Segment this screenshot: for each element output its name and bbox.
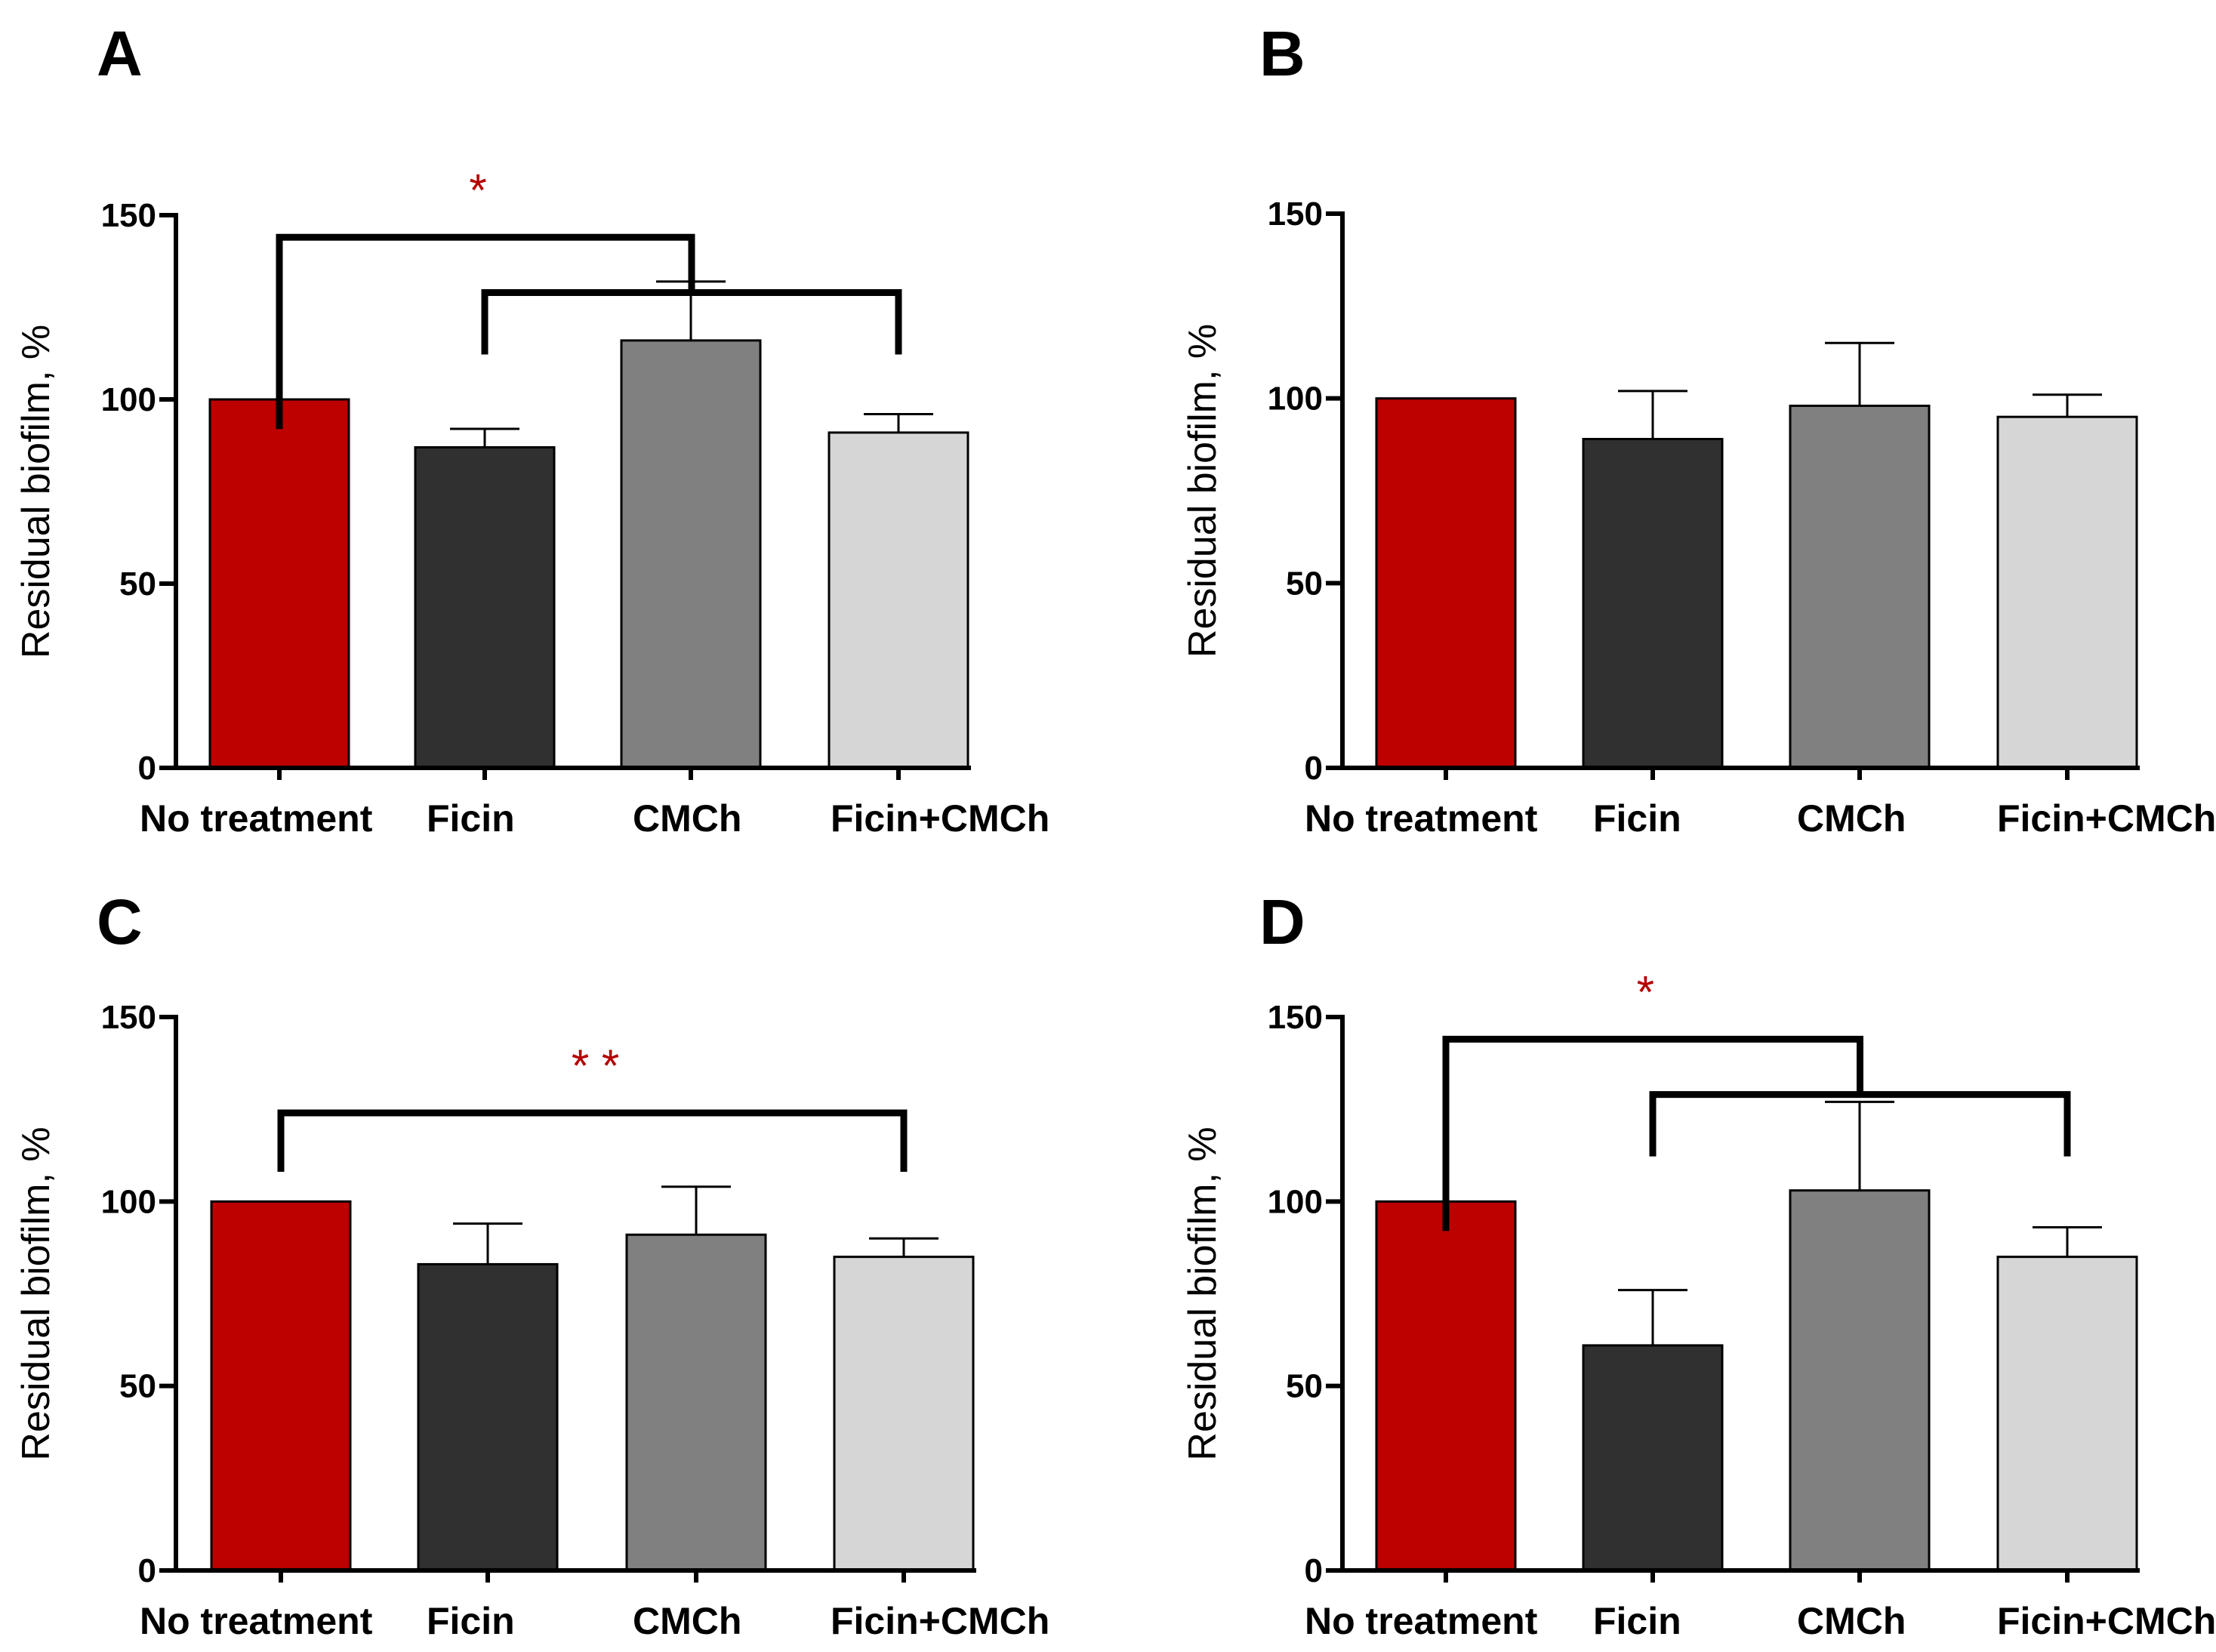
bar-ficin: [417, 1262, 559, 1572]
y-tick-label: 100: [1268, 1183, 1323, 1220]
bar-ficin-cmch: [833, 1256, 975, 1572]
significance-bracket-outer: [276, 233, 695, 430]
panel-letter: A: [97, 18, 143, 89]
y-tick-label: 50: [1286, 565, 1323, 602]
bar-ficin: [414, 445, 556, 769]
category-label-no-treatment: No treatment: [1305, 797, 1538, 840]
y-tick-label: 100: [101, 381, 156, 418]
category-label-no-treatment: No treatment: [140, 1600, 373, 1642]
y-tick-label: 100: [101, 1183, 156, 1220]
panel-letter: C: [97, 886, 143, 957]
category-label-no-treatment: No treatment: [1305, 1600, 1538, 1642]
bar-ficin-cmch: [1996, 1256, 2138, 1572]
category-label-cmch: CMCh: [1797, 797, 1906, 840]
bar-cmch: [1789, 404, 1931, 769]
significance-bracket-outer: [1442, 1035, 1863, 1231]
bar-no-treatment: [210, 1200, 352, 1572]
category-label-cmch: CMCh: [1797, 1600, 1906, 1642]
y-axis-title: Residual biofilm, %: [1181, 1127, 1225, 1460]
category-label-ficin: Ficin: [1593, 797, 1681, 840]
bar-cmch: [1789, 1189, 1931, 1572]
y-tick-label: 100: [1268, 381, 1323, 418]
bar-ficin: [1582, 1344, 1724, 1572]
y-tick-label: 0: [1305, 750, 1323, 787]
bar-ficin-cmch: [828, 431, 969, 769]
category-label-cmch: CMCh: [633, 797, 741, 840]
category-label-ficin: Ficin: [427, 1600, 515, 1642]
y-tick-label: 150: [101, 999, 156, 1036]
y-tick-label: 0: [138, 1552, 156, 1589]
y-axis-title: Residual biofilm, %: [14, 325, 58, 658]
category-label-ficin-cmch: Ficin+CMCh: [831, 797, 1049, 840]
bar-ficin: [1582, 437, 1724, 769]
category-label-no-treatment: No treatment: [140, 797, 373, 840]
panel-b: B Residual biofilm, % 0 50 100 150 No treatmen…: [1181, 18, 2216, 840]
bar-cmch: [620, 339, 762, 769]
bar-no-treatment: [1375, 1200, 1517, 1572]
significance-label: *: [1637, 966, 1654, 1017]
y-tick-label: 150: [1268, 999, 1323, 1036]
category-label-ficin-cmch: Ficin+CMCh: [1997, 1600, 2216, 1642]
panel-d: D Residual biofilm, % 0 50 100 150 No treatmen…: [1181, 886, 2216, 1642]
category-label-ficin: Ficin: [1593, 1600, 1681, 1642]
y-axis-title: Residual biofilm, %: [1181, 324, 1225, 658]
bar-no-treatment: [1375, 397, 1517, 769]
significance-label: *: [469, 165, 486, 215]
y-axis-title: Residual biofilm, %: [14, 1127, 58, 1460]
panel-letter: B: [1259, 18, 1305, 89]
y-tick-label: 50: [119, 1368, 156, 1405]
bar-cmch: [625, 1233, 767, 1572]
y-tick-label: 50: [119, 566, 156, 603]
panel-a: A Residual biofilm, % 0 50 100 150 No treatmen…: [14, 18, 1049, 840]
significance-bracket: [277, 1109, 908, 1173]
y-tick-label: 0: [1305, 1552, 1323, 1589]
y-tick-label: 150: [1268, 196, 1323, 233]
panel-letter: D: [1259, 886, 1305, 957]
category-label-ficin-cmch: Ficin+CMCh: [1997, 797, 2216, 840]
bar-no-treatment: [208, 398, 350, 769]
category-label-ficin: Ficin: [427, 797, 515, 840]
y-tick-label: 150: [101, 197, 156, 234]
category-label-ficin-cmch: Ficin+CMCh: [831, 1600, 1049, 1642]
y-tick-label: 50: [1286, 1368, 1323, 1405]
bar-ficin-cmch: [1996, 415, 2138, 769]
category-label-cmch: CMCh: [633, 1600, 741, 1642]
significance-label: * *: [572, 1040, 619, 1091]
panel-c: C Residual biofilm, % 0 50 100 150 No treatmen…: [14, 886, 1049, 1642]
y-tick-label: 0: [138, 750, 156, 787]
